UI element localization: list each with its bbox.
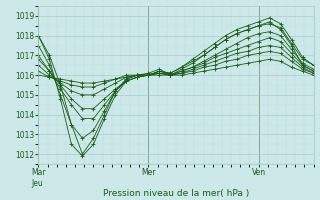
X-axis label: Pression niveau de la mer( hPa ): Pression niveau de la mer( hPa )	[103, 189, 249, 198]
